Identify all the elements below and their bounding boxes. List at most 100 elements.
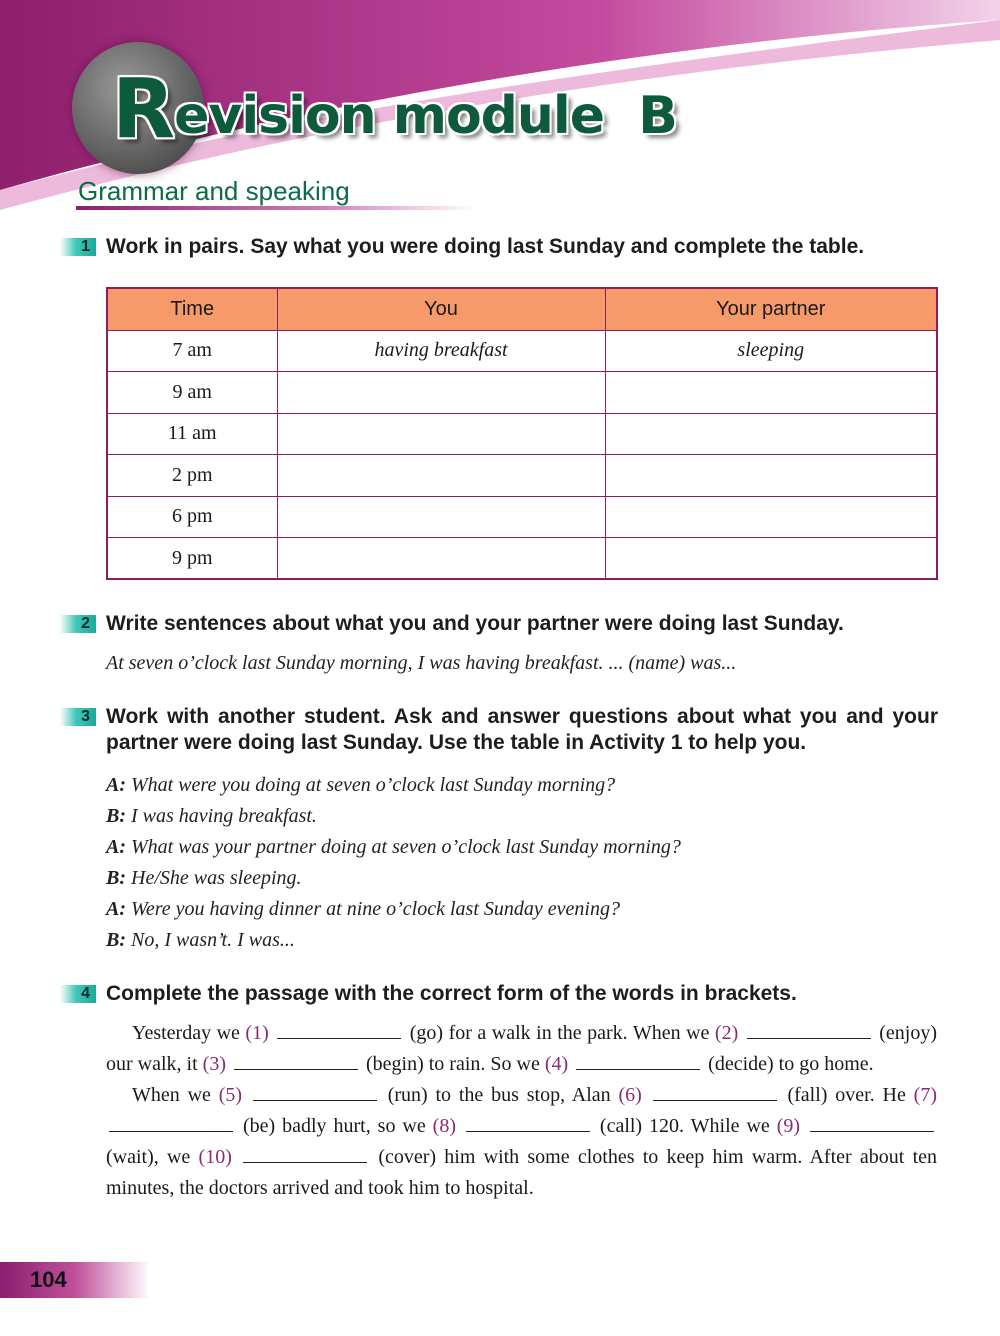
time-cell: 7 am (106, 329, 278, 372)
dialogue-text: No, I wasn’t. I was... (131, 929, 295, 951)
passage-text: (decide) to go home. (703, 1053, 874, 1075)
you-cell[interactable]: having breakfast (276, 329, 606, 372)
activity-number-badge: 2 (60, 615, 96, 633)
blank-number: (4) (544, 1053, 569, 1075)
page-number-bar (0, 1262, 150, 1298)
activity-number-badge: 3 (60, 708, 96, 726)
speaker-label: B: (106, 929, 126, 951)
passage-text: (wait), we (106, 1146, 199, 1168)
passage-text: (call) 120. While we (592, 1115, 777, 1137)
time-cell: 2 pm (106, 454, 278, 497)
table-row: 9 pm (106, 537, 938, 580)
activity-instruction: Complete the passage with the correct fo… (106, 982, 797, 1005)
passage-text: (be) badly hurt, so we (236, 1115, 433, 1137)
time-cell: 9 pm (106, 537, 278, 580)
dialogue-text: He/She was sleeping. (131, 867, 302, 889)
header-you: You (276, 287, 606, 331)
time-cell: 6 pm (106, 495, 278, 538)
partner-cell[interactable] (604, 412, 938, 455)
partner-cell[interactable] (604, 454, 938, 497)
partner-cell[interactable]: sleeping (604, 329, 938, 372)
blank-number: (5) (218, 1084, 243, 1106)
example-sentence: At seven o’clock last Sunday morning, I … (106, 652, 737, 674)
dialogue-text: I was having breakfast. (131, 805, 317, 827)
answer-blank[interactable] (233, 1052, 358, 1070)
title-initial: R (112, 62, 175, 157)
activity-number-badge: 1 (60, 238, 96, 256)
page-title: Revision module B (112, 62, 678, 162)
dialogue: A: What were you doing at seven o’clock … (106, 770, 681, 956)
dialogue-line: A: What was your partner doing at seven … (106, 832, 681, 863)
page-number: 104 (30, 1267, 67, 1292)
table-row: 6 pm (106, 495, 938, 538)
activity-instruction: Write sentences about what you and your … (106, 612, 844, 635)
activity-4-heading: 4 Complete the passage with the correct … (60, 981, 986, 1007)
activity-instruction: Work with another student. Ask and answe… (106, 705, 938, 754)
passage-text: (go) for a walk in the park. When we (404, 1022, 715, 1044)
dialogue-line: A: What were you doing at seven o’clock … (106, 770, 681, 801)
you-cell[interactable] (276, 454, 606, 497)
header-partner: Your partner (604, 287, 938, 331)
dialogue-line: B: No, I wasn’t. I was... (106, 925, 681, 956)
partner-cell[interactable] (604, 495, 938, 538)
blank-number: (3) (202, 1053, 226, 1075)
answer-blank[interactable] (746, 1021, 871, 1039)
cloze-passage: Yesterday we (1) (go) for a walk in the … (106, 1018, 937, 1204)
you-cell[interactable] (276, 495, 606, 538)
dialogue-line: B: I was having breakfast. (106, 801, 681, 832)
dialogue-text: What was your partner doing at seven o’c… (131, 836, 681, 858)
blank-number: (6) (618, 1084, 642, 1106)
speaker-label: A: (106, 898, 126, 920)
speaker-label: B: (106, 805, 126, 827)
passage-paragraph: Yesterday we (1) (go) for a walk in the … (106, 1018, 937, 1080)
speaker-label: A: (106, 836, 126, 858)
answer-blank[interactable] (109, 1114, 233, 1132)
blank-number: (8) (432, 1115, 456, 1137)
header-time: Time (106, 287, 278, 331)
speaker-label: A: (106, 774, 126, 796)
partner-cell[interactable] (604, 371, 938, 414)
answer-blank[interactable] (576, 1052, 701, 1070)
title-rest: evision module B (174, 86, 678, 146)
answer-blank[interactable] (810, 1114, 935, 1132)
section-subtitle: Grammar and speaking (78, 176, 350, 206)
table-row: 9 am (106, 371, 938, 414)
blank-number: (7) (913, 1084, 937, 1106)
table-row: 7 am having breakfast sleeping (106, 329, 938, 372)
activity-1-heading: 1 Work in pairs. Say what you were doing… (60, 234, 986, 260)
answer-blank[interactable] (243, 1145, 368, 1163)
table-row: 11 am (106, 412, 938, 455)
answer-blank[interactable] (652, 1083, 777, 1101)
answer-blank[interactable] (465, 1114, 590, 1132)
passage-text: (begin) to rain. So we (360, 1053, 545, 1075)
blank-number: (10) (198, 1146, 232, 1168)
table-row: 2 pm (106, 454, 938, 497)
answer-blank[interactable] (252, 1083, 377, 1101)
answer-blank[interactable] (277, 1021, 402, 1039)
time-cell: 9 am (106, 371, 278, 414)
you-cell[interactable] (276, 537, 606, 580)
you-cell[interactable] (276, 412, 606, 455)
activity-instruction: Work in pairs. Say what you were doing l… (106, 235, 865, 258)
dialogue-line: A: Were you having dinner at nine o’cloc… (106, 894, 681, 925)
passage-text: (enjoy) our walk, it (106, 1022, 938, 1075)
passage-text: (run) to the bus stop, Alan (379, 1084, 619, 1106)
passage-text: (cover) him with some clothes to keep hi… (106, 1146, 937, 1199)
schedule-table: Time You Your partner 7 am having breakfa… (106, 287, 938, 580)
blank-number: (2) (714, 1022, 739, 1044)
passage-paragraph: When we (5) (run) to the bus stop, Alan … (106, 1080, 937, 1204)
blank-number: (9) (776, 1115, 801, 1137)
speaker-label: B: (106, 867, 126, 889)
time-cell: 11 am (106, 412, 278, 455)
blank-number: (1) (245, 1022, 269, 1044)
activity-number-badge: 4 (60, 985, 96, 1003)
passage-text: When we (132, 1084, 219, 1106)
title-circle-decoration (72, 42, 204, 174)
activity-3-heading: 3 Work with another student. Ask and ans… (60, 704, 938, 756)
header-banner (0, 0, 1000, 210)
you-cell[interactable] (276, 371, 606, 414)
subtitle-underline (76, 206, 476, 210)
activity-2-heading: 2 Write sentences about what you and you… (60, 611, 986, 637)
passage-text: Yesterday we (132, 1022, 246, 1044)
partner-cell[interactable] (604, 537, 938, 580)
